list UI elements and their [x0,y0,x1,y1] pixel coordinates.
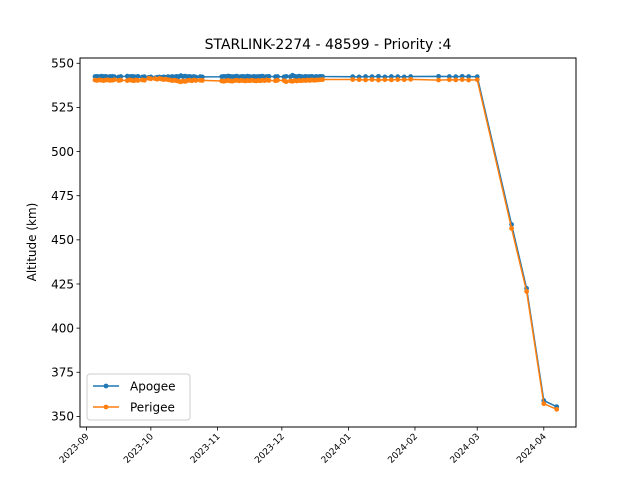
legend: Apogee Perigee [86,373,191,421]
data-point-perigee [541,401,547,407]
data-point-perigee [395,77,401,82]
data-point-apogee [266,73,272,79]
y-axis-label: Altitude (km) [25,203,39,282]
data-point-apogee [275,74,280,79]
y-tick-label: 375 [51,366,74,380]
plot-area [92,72,560,412]
data-point-perigee [401,77,407,83]
data-point-apogee [436,73,441,79]
data-point-perigee [111,77,117,83]
data-point-apogee [376,73,381,79]
y-tick-label: 350 [51,410,74,424]
legend-swatch-marker [103,404,109,410]
data-point-apogee [363,74,368,79]
y-tick-label: 525 [51,101,74,115]
data-point-apogee [118,74,124,79]
data-point-perigee [275,77,280,83]
y-tick-label: 550 [51,57,74,71]
data-point-perigee [453,77,459,83]
legend-label: Perigee [130,401,175,415]
data-point-apogee [466,74,472,79]
data-point-perigee [148,76,154,82]
legend-swatch-marker [103,383,109,389]
data-point-perigee [356,77,362,83]
data-point-perigee [382,77,388,83]
data-point-perigee [524,289,530,294]
data-point-perigee [142,77,147,83]
data-point-perigee [554,406,560,412]
legend-label: Apogee [130,380,176,394]
y-tick-label: 425 [51,277,74,291]
data-point-apogee [283,73,289,79]
series-perigee [92,75,560,412]
data-point-perigee [446,77,452,83]
data-point-perigee [199,78,205,83]
y-tick-label: 475 [51,189,74,203]
chart-title: STARLINK-2274 - 48599 - Priority :4 [205,37,452,53]
axes-frame [79,57,577,428]
data-point-perigee [408,76,414,82]
data-point-perigee [388,77,394,83]
data-point-perigee [474,77,480,83]
data-point-perigee [320,77,326,82]
data-point-perigee [436,77,441,83]
y-tick-label: 400 [51,321,74,335]
data-point-perigee [459,77,465,82]
data-point-apogee [135,73,141,79]
data-point-perigee [350,77,356,82]
data-point-perigee [266,78,272,83]
data-point-perigee [363,77,368,83]
data-point-perigee [376,77,381,83]
data-point-perigee [509,225,514,231]
y-axis: 350 375 400 425 450 475 500 525 550 [51,57,80,424]
data-point-perigee [135,78,141,83]
y-tick-label: 500 [51,145,74,159]
data-point-perigee [118,77,124,83]
data-point-perigee [369,77,375,82]
data-point-perigee [193,78,199,83]
y-tick-label: 450 [51,233,74,247]
data-point-perigee [283,79,289,85]
data-point-apogee [388,74,394,79]
data-point-perigee [466,77,472,83]
